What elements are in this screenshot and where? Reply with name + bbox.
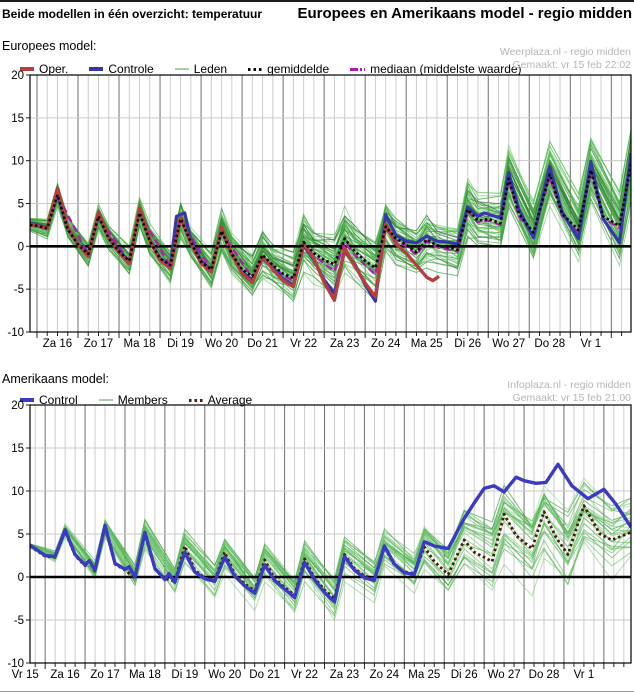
svg-text:20: 20	[11, 400, 24, 412]
svg-text:Zo 24: Zo 24	[371, 338, 401, 350]
european-model-legend: Oper. Controle Leden gemiddelde mediaan (mid…	[20, 62, 522, 76]
legend-item: Members	[98, 393, 168, 407]
svg-text:Vr 22: Vr 22	[291, 669, 318, 681]
svg-text:Di 26: Di 26	[454, 338, 481, 350]
svg-text:15: 15	[11, 113, 24, 125]
watermark-source: Weerplaza.nl - regio midden	[499, 46, 631, 58]
svg-text:0: 0	[18, 241, 24, 253]
legend-label: mediaan (middelste waarde)	[370, 62, 522, 76]
legend-label: Leden	[193, 62, 228, 76]
legend-swatch-solid	[89, 67, 104, 71]
svg-text:15: 15	[11, 443, 24, 455]
svg-text:Zo 17: Zo 17	[84, 338, 113, 350]
legend-item: Average	[188, 393, 253, 407]
american-model-heading: Amerikaans model:	[2, 372, 109, 386]
legend-swatch-solid	[20, 67, 34, 71]
european-model-heading: Europees model:	[2, 39, 97, 53]
legend-swatch-dotted	[188, 398, 203, 402]
svg-text:-5: -5	[14, 615, 24, 627]
legend-swatch-dotted	[248, 67, 263, 71]
legend-label: Controle	[108, 62, 154, 76]
legend-label: Oper.	[39, 62, 69, 76]
svg-text:Wo 20: Wo 20	[205, 338, 238, 350]
svg-text:Ma 18: Ma 18	[129, 669, 161, 681]
svg-text:Vr 1: Vr 1	[574, 669, 595, 681]
legend-label: Average	[207, 393, 253, 407]
svg-text:Do 21: Do 21	[247, 338, 278, 350]
svg-text:Ma 25: Ma 25	[408, 669, 440, 681]
svg-text:Do 28: Do 28	[534, 338, 565, 350]
legend-swatch-solid	[20, 398, 34, 402]
svg-text:20: 20	[11, 70, 24, 82]
legend-swatch-solid	[174, 68, 189, 70]
svg-text:Do 28: Do 28	[529, 669, 560, 681]
legend-item: Controle	[89, 62, 154, 76]
american-model-legend: Control Members Average	[20, 393, 252, 407]
legend-swatch-solid	[98, 399, 113, 401]
legend-item: Control	[20, 393, 78, 407]
svg-text:Za 23: Za 23	[330, 338, 359, 350]
svg-text:Di 19: Di 19	[171, 669, 198, 681]
svg-text:-5: -5	[14, 284, 24, 296]
legend-label: Control	[39, 393, 78, 407]
svg-text:Zo 17: Zo 17	[90, 669, 119, 681]
svg-text:Za 16: Za 16	[50, 669, 79, 681]
svg-text:Di 19: Di 19	[167, 338, 194, 350]
legend-item: Leden	[174, 62, 228, 76]
svg-text:10: 10	[11, 486, 24, 498]
svg-text:Vr 22: Vr 22	[290, 338, 317, 350]
watermark-created: Gemaakt: vr 15 feb 22:02	[512, 59, 631, 71]
svg-text:10: 10	[11, 156, 24, 168]
legend-item: Oper.	[20, 62, 68, 76]
svg-text:Ma 25: Ma 25	[411, 338, 443, 350]
legend-label: Members	[117, 393, 168, 407]
svg-text:Zo 24: Zo 24	[370, 669, 400, 681]
svg-text:Za 16: Za 16	[43, 338, 72, 350]
legend-label: gemiddelde	[267, 62, 330, 76]
weerplaza-watermark: Weerplaza.nl - regio midden Gemaakt: vr …	[500, 46, 631, 72]
legend-swatch-dashdot	[350, 67, 366, 71]
svg-text:5: 5	[18, 529, 24, 541]
watermark-source: Infoplaza.nl - regio midden	[507, 379, 631, 391]
legend-item: gemiddelde	[248, 62, 329, 76]
svg-text:0: 0	[18, 572, 24, 584]
svg-text:Di 26: Di 26	[451, 669, 478, 681]
svg-text:Do 21: Do 21	[249, 669, 280, 681]
infoplaza-watermark: Infoplaza.nl - regio midden Gemaakt: vr …	[507, 379, 631, 405]
top-border-line	[0, 0, 634, 2]
svg-text:Ma 18: Ma 18	[124, 338, 156, 350]
svg-text:Wo 20: Wo 20	[208, 669, 241, 681]
watermark-created: Gemaakt: vr 15 feb 21:00	[512, 392, 631, 404]
page-title: Beide modellen in één overzicht: tempera…	[2, 7, 263, 21]
legend-item: mediaan (middelste waarde)	[350, 62, 522, 76]
svg-text:5: 5	[18, 199, 24, 211]
svg-text:Wo 27: Wo 27	[488, 669, 521, 681]
page-title-region: Europees en Amerikaans model - regio mid…	[297, 5, 632, 22]
svg-text:-10: -10	[7, 658, 24, 670]
svg-text:Vr 1: Vr 1	[580, 338, 601, 350]
svg-text:Vr 15: Vr 15	[12, 669, 39, 681]
svg-text:-10: -10	[7, 327, 24, 339]
svg-text:Za 23: Za 23	[330, 669, 359, 681]
svg-text:Wo 27: Wo 27	[492, 338, 525, 350]
bottom-border-line	[0, 691, 634, 692]
